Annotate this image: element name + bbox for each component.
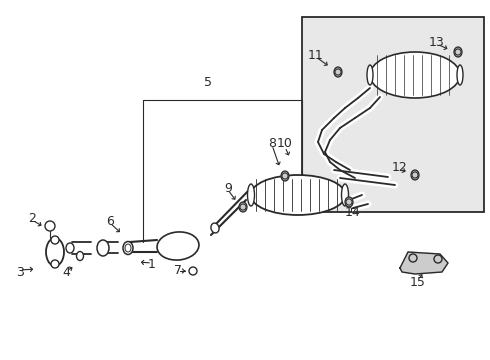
Ellipse shape bbox=[211, 223, 219, 233]
Circle shape bbox=[51, 236, 59, 244]
Text: 10: 10 bbox=[277, 136, 293, 149]
Text: 3: 3 bbox=[16, 266, 24, 279]
Ellipse shape bbox=[239, 202, 247, 212]
Text: 8: 8 bbox=[268, 136, 276, 149]
Circle shape bbox=[45, 221, 55, 231]
Ellipse shape bbox=[342, 184, 348, 206]
Text: 2: 2 bbox=[28, 212, 36, 225]
Ellipse shape bbox=[76, 252, 83, 261]
Text: 13: 13 bbox=[429, 36, 445, 49]
Circle shape bbox=[240, 204, 246, 210]
Ellipse shape bbox=[97, 240, 109, 256]
Text: 5: 5 bbox=[204, 76, 212, 89]
Text: 4: 4 bbox=[62, 266, 70, 279]
Ellipse shape bbox=[281, 171, 289, 181]
Circle shape bbox=[335, 69, 341, 75]
Bar bbox=[302, 17, 484, 212]
Ellipse shape bbox=[345, 197, 353, 207]
Circle shape bbox=[434, 255, 442, 263]
Text: 1: 1 bbox=[148, 258, 156, 271]
Circle shape bbox=[51, 260, 59, 268]
Ellipse shape bbox=[334, 67, 342, 77]
Text: 14: 14 bbox=[345, 206, 361, 219]
Ellipse shape bbox=[125, 244, 131, 252]
Circle shape bbox=[189, 267, 197, 275]
Polygon shape bbox=[400, 252, 448, 274]
Text: 11: 11 bbox=[308, 49, 324, 62]
Circle shape bbox=[455, 49, 461, 55]
Circle shape bbox=[409, 254, 417, 262]
Text: 9: 9 bbox=[224, 181, 232, 194]
Ellipse shape bbox=[66, 243, 74, 253]
Ellipse shape bbox=[46, 238, 64, 266]
Ellipse shape bbox=[250, 175, 345, 215]
Ellipse shape bbox=[457, 65, 463, 85]
Circle shape bbox=[282, 173, 288, 179]
Ellipse shape bbox=[411, 170, 419, 180]
Ellipse shape bbox=[367, 65, 373, 85]
Text: 15: 15 bbox=[410, 275, 426, 288]
Ellipse shape bbox=[370, 52, 460, 98]
Ellipse shape bbox=[123, 242, 133, 255]
Text: 12: 12 bbox=[392, 161, 408, 174]
Circle shape bbox=[412, 172, 418, 178]
Text: 7: 7 bbox=[174, 265, 182, 278]
Circle shape bbox=[346, 199, 352, 205]
Ellipse shape bbox=[247, 184, 254, 206]
Ellipse shape bbox=[454, 47, 462, 57]
Ellipse shape bbox=[157, 232, 199, 260]
Text: 6: 6 bbox=[106, 215, 114, 228]
